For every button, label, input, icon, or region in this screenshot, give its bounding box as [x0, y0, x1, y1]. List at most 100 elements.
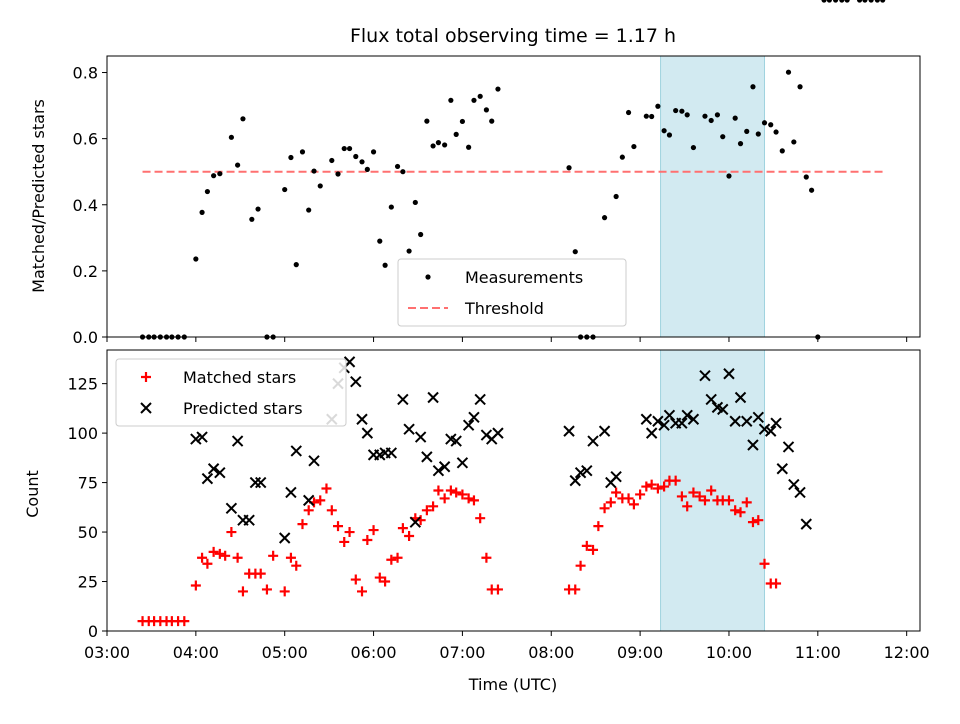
measurement-point: [649, 113, 655, 120]
measurement-point: [714, 112, 721, 118]
predicted-star-point: [196, 431, 208, 443]
count-y-axis-label: Count: [23, 470, 42, 518]
measurement-point: [619, 154, 625, 160]
measurement-point: [773, 129, 779, 135]
measurement-point: [572, 249, 578, 255]
matched-star-point: [321, 483, 332, 494]
y-tick-label: 0.2: [73, 262, 98, 281]
matched-star-point: [730, 505, 741, 516]
measurement-point: [803, 174, 809, 180]
measurement-point: [566, 165, 572, 171]
matched-star-point: [268, 550, 279, 561]
x-tick-label: 04:00: [173, 643, 219, 662]
matched-star-point: [208, 546, 219, 557]
predicted-star-point: [356, 413, 368, 425]
matched-star-point: [771, 578, 782, 589]
measurement-point: [341, 145, 347, 152]
measurement-point: [442, 142, 448, 148]
legend-label: Matched stars: [183, 368, 296, 387]
measurement-point: [364, 166, 370, 172]
measurement-point: [702, 113, 708, 119]
x-tick-label: 12:00: [884, 643, 930, 662]
predicted-star-point: [581, 465, 593, 477]
measurement-point: [755, 131, 761, 137]
predicted-star-point: [598, 425, 611, 437]
matched-star-point: [214, 548, 225, 559]
measurement-point: [643, 113, 649, 119]
legend-label: Measurements: [465, 268, 583, 287]
y-tick-label: 0.4: [73, 196, 98, 215]
predicted-star-point: [734, 391, 747, 404]
measurement-point: [661, 128, 667, 134]
matched-star-point: [428, 501, 439, 512]
measurement-point: [388, 204, 394, 210]
measurement-point: [880, 0, 886, 3]
matched-star-point: [588, 544, 599, 555]
predicted-star-point: [640, 413, 653, 425]
y-tick-label: 0.6: [73, 130, 98, 149]
count-panel: 03:00 04:00 05:00 06:00 07:00 08:00 09:00 10:00…: [67, 350, 930, 662]
measurement-point: [329, 157, 335, 164]
measurement-point: [430, 143, 436, 149]
x-tick-label: 06:00: [351, 643, 397, 662]
matched-star-point: [232, 552, 243, 563]
predicted-star-point: [403, 423, 415, 435]
measurement-point: [293, 262, 299, 268]
matched-star-point: [433, 485, 444, 496]
matched-star-point: [652, 483, 663, 494]
predicted-star-point: [302, 494, 315, 507]
predicted-star-point: [421, 451, 433, 463]
measurement-point: [839, 0, 845, 3]
measurement-point: [862, 0, 868, 3]
matched-star-point: [481, 552, 492, 563]
predicted-star-point: [699, 370, 711, 382]
measurements-series: [139, 0, 886, 340]
predicted-star-point: [214, 466, 226, 479]
matched-star-point: [641, 481, 652, 492]
matched-star-point: [344, 527, 355, 538]
matched-star-point: [723, 495, 734, 506]
predicted-star-point: [794, 486, 806, 499]
y-tick-label: 100: [67, 424, 98, 443]
matched-star-point: [421, 505, 432, 516]
measurement-point: [335, 171, 341, 177]
legend: Measurements Threshold: [397, 258, 627, 327]
measurement-point: [809, 187, 815, 193]
chart-title: Flux total observing time = 1.17 h: [350, 25, 676, 47]
matched-star-point: [451, 487, 462, 498]
measurement-point: [240, 116, 246, 122]
matched-star-point: [688, 487, 699, 498]
measurement-point: [435, 140, 442, 146]
matched-star-point: [392, 552, 403, 563]
measurement-point: [679, 108, 685, 114]
predicted-star-point: [255, 476, 267, 489]
measurement-point: [306, 207, 312, 213]
matched-star-point: [202, 558, 213, 569]
predicted-star-point: [432, 465, 445, 477]
predicted-star-point: [574, 466, 587, 479]
matched-star-point: [735, 507, 746, 518]
measurement-point: [193, 256, 199, 262]
predicted-star-point: [243, 514, 255, 526]
predicted-star-point: [765, 425, 777, 437]
predicted-star-point: [201, 472, 214, 485]
matched-star-point: [475, 513, 486, 524]
measurement-point: [684, 112, 690, 118]
predicted-star-point: [231, 435, 244, 447]
matched-star-point: [279, 586, 290, 597]
x-tick-label: 03:00: [84, 643, 130, 662]
matched-star-point: [635, 489, 646, 500]
predicted-star-point: [681, 409, 693, 422]
x-tick-label: 07:00: [439, 643, 485, 662]
predicted-star-point: [752, 411, 764, 423]
predicted-star-point: [676, 417, 688, 429]
matched-star-point: [682, 501, 693, 512]
measurement-point: [726, 173, 732, 179]
measurement-point: [844, 0, 850, 3]
y-tick-label: 0.0: [73, 328, 98, 347]
predicted-star-point: [492, 427, 504, 439]
x-tick-label: 05:00: [262, 643, 308, 662]
matched-star-point: [261, 584, 272, 595]
matched-star-point: [646, 479, 657, 490]
